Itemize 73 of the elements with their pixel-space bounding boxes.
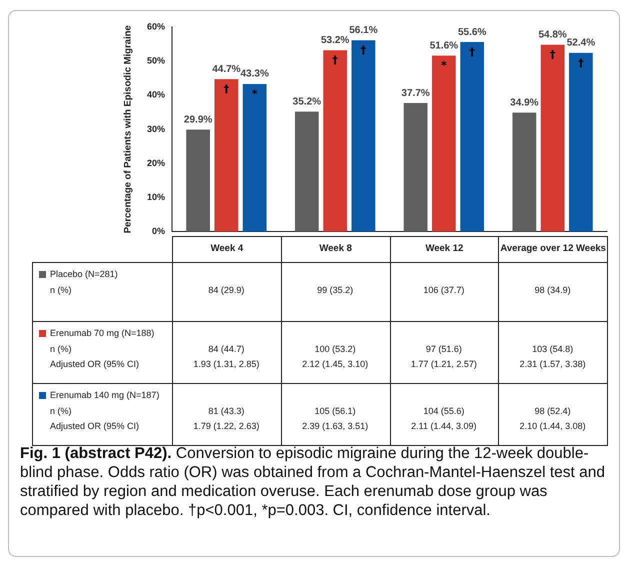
annotation: * (252, 87, 258, 100)
legend-label: Erenumab 140 mg (N=187) (49, 390, 160, 400)
text: 98 (34.9) (534, 285, 572, 295)
y-tick-label: 30% (146, 124, 165, 134)
y-axis-title: Percentage of Patients with Episodic Migraine (122, 25, 134, 234)
data-label: 44.7% (212, 64, 241, 75)
legend-label: Placebo (N=281) (49, 269, 118, 279)
text: 100 (53.2) (314, 344, 357, 354)
text: 105 (56.1) (314, 406, 357, 416)
bar (352, 40, 376, 232)
text: 97 (51.6) (424, 344, 463, 354)
y-tick-label: 10% (146, 192, 165, 202)
y-tick-label: 0% (152, 226, 165, 236)
data-label: 55.6% (458, 26, 486, 38)
text: n (%) (50, 344, 72, 354)
x-tick-label: Week 12 (424, 243, 464, 254)
bar (294, 112, 319, 232)
data-label: 52.4% (566, 38, 596, 49)
text: 2.12 (1.45, 3.10) (301, 359, 370, 369)
annotation: † (332, 54, 338, 67)
bar (460, 42, 484, 232)
text: 2.11 (1.44, 3.09) (410, 421, 478, 431)
text: 98 (52.4) (534, 406, 572, 416)
text: 1.93 (1.31, 2.85) (192, 359, 260, 369)
bar (214, 79, 238, 232)
text: 1.77 (1.21, 2.57) (410, 359, 478, 369)
x-tick-label: Week 8 (318, 243, 353, 254)
text: 2.39 (1.63, 3.51) (301, 421, 370, 431)
data-label: 43.3% (240, 68, 269, 80)
bar (432, 56, 456, 232)
y-tick-label: 20% (146, 158, 165, 168)
bar (540, 44, 564, 232)
annotation: † (224, 82, 230, 96)
y-tick-label: 40% (146, 90, 165, 100)
data-label: 35.2% (292, 96, 322, 108)
text: 2.10 (1.44, 3.08) (518, 421, 587, 431)
data-label: 53.2% (320, 34, 350, 46)
bar (404, 103, 428, 232)
text: 84 (29.9) (207, 285, 246, 295)
data-label: 54.8% (538, 29, 567, 40)
text: 103 (54.8) (531, 344, 574, 354)
bar (242, 84, 267, 232)
bar (186, 130, 210, 232)
bar (569, 52, 593, 232)
text: 99 (35.2) (316, 285, 354, 295)
annotation: * (440, 59, 447, 72)
text: Fig. 1 (abstract P42). (20, 445, 172, 462)
data-label: 56.1% (349, 25, 378, 36)
y-tick-label: 50% (146, 56, 165, 66)
text: 104 (55.6) (422, 406, 466, 416)
data-label: 29.9% (184, 114, 212, 126)
text: n (%) (50, 406, 72, 416)
data-label: 51.6% (430, 40, 458, 52)
text: 2.31 (1.57, 3.38) (518, 359, 587, 369)
annotation: † (469, 45, 476, 58)
annotation: † (360, 44, 367, 57)
text: Adjusted OR (95% CI) (50, 359, 140, 369)
text: Adjusted OR (95% CI) (50, 421, 140, 431)
text: 84 (44.7) (207, 344, 246, 354)
annotation: † (550, 48, 556, 62)
data-label: 37.7% (401, 88, 430, 99)
bar (512, 112, 536, 232)
data-label: 34.9% (510, 97, 539, 108)
text: n (%) (50, 285, 72, 295)
bar (323, 50, 347, 232)
legend-label: Erenumab 70 mg (N=188) (49, 328, 154, 338)
annotation: † (578, 56, 584, 70)
text: 81 (43.3) (207, 406, 246, 416)
x-tick-label: Average over 12 Weeks (499, 243, 607, 254)
text: 106 (37.7) (422, 285, 466, 295)
x-tick-label: Week 4 (210, 243, 244, 254)
y-tick-label: 60% (146, 21, 165, 32)
text: 1.79 (1.22, 2.63) (192, 421, 260, 431)
